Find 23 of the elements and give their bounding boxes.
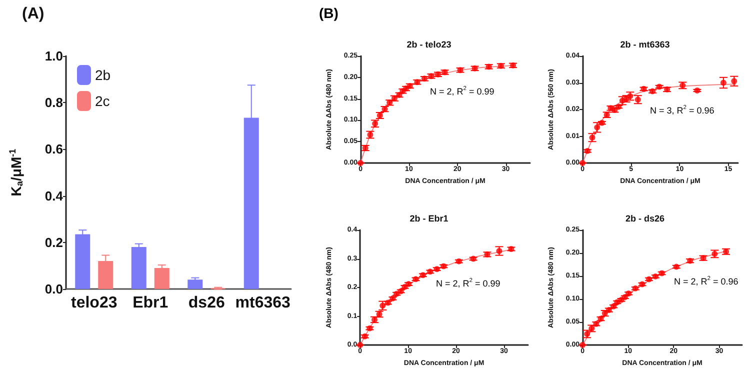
bar <box>75 234 90 289</box>
y-tick-label: 0.2 <box>44 234 63 250</box>
y-tick-label: 0.8 <box>44 95 63 110</box>
y-axis-title: Ka/μM-1 <box>8 148 24 196</box>
chart-title: 2b - Ebr1 <box>410 214 448 224</box>
chart-title: (A) <box>22 6 44 22</box>
x-tick-label: mt6363 <box>235 294 291 312</box>
text: (B) <box>319 5 338 21</box>
y-tick-label: 0.6 <box>44 142 63 157</box>
y-tick-label: 1.0 <box>44 48 63 64</box>
legend-label: 2c <box>95 93 110 109</box>
x-tick-label: telo23 <box>71 294 118 312</box>
y-tick-label: 0.0 <box>44 282 63 296</box>
bar <box>154 268 170 289</box>
legend-label: 2b <box>95 67 111 83</box>
bar <box>188 280 203 289</box>
chart-title: 2b - telo23 <box>406 40 452 50</box>
bar <box>131 247 146 289</box>
y-tick-label: 0.4 <box>44 188 64 204</box>
chart-title: 2b - ds26 <box>625 214 665 224</box>
x-tick-label: Ebr1 <box>132 294 168 312</box>
chart-title: 2b - mt6363 <box>620 40 670 50</box>
x-tick-label: ds26 <box>188 294 225 312</box>
